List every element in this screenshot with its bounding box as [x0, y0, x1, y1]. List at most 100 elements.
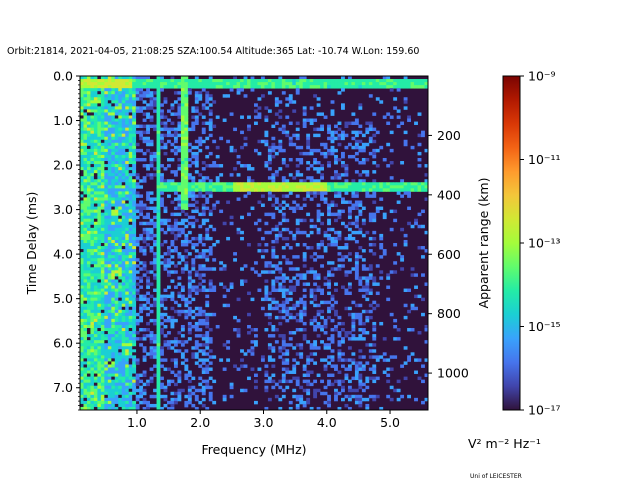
- heatmap-cell: [156, 258, 161, 262]
- heatmap-cell: [285, 361, 290, 365]
- heatmap-cell: [236, 182, 241, 186]
- heatmap-cell: [121, 361, 126, 365]
- heatmap-cell: [337, 82, 342, 86]
- heatmap-cell: [389, 188, 394, 192]
- heatmap-cell: [417, 164, 422, 168]
- heatmap-cell: [83, 273, 88, 277]
- heatmap-cell: [393, 209, 398, 214]
- heatmap-cell: [375, 264, 380, 268]
- heatmap-cell: [114, 106, 119, 110]
- heatmap-cell: [198, 194, 203, 198]
- heatmap-cell: [146, 76, 150, 80]
- heatmap-cell: [219, 182, 224, 186]
- heatmap-cell: [191, 197, 196, 201]
- heatmap-cell: [205, 258, 210, 262]
- heatmap-cell: [187, 373, 192, 377]
- heatmap-cell: [184, 154, 189, 159]
- heatmap-cell: [104, 185, 109, 189]
- heatmap-cell: [104, 300, 109, 305]
- heatmap-cell: [118, 97, 123, 101]
- heatmap-cell: [410, 79, 415, 83]
- heatmap-cell: [201, 288, 206, 292]
- heatmap-cell: [156, 191, 161, 195]
- heatmap-cell: [107, 264, 112, 268]
- heatmap-cell: [121, 130, 126, 135]
- heatmap-cell: [139, 157, 144, 162]
- heatmap-cell: [111, 139, 116, 144]
- heatmap-cell: [170, 85, 175, 89]
- heatmap-cell: [167, 130, 171, 135]
- heatmap-cell: [153, 224, 157, 229]
- heatmap-cell: [191, 179, 196, 183]
- heatmap-cell: [368, 94, 373, 98]
- heatmap-cell: [111, 340, 116, 344]
- heatmap-cell: [97, 218, 102, 223]
- heatmap-cell: [104, 79, 109, 83]
- heatmap-cell: [320, 82, 324, 86]
- heatmap-cell: [149, 142, 154, 147]
- heatmap-cell: [229, 385, 234, 390]
- heatmap-cell: [194, 194, 199, 198]
- heatmap-cell: [80, 218, 84, 223]
- heatmap-cell: [107, 209, 112, 214]
- heatmap-cell: [403, 142, 408, 147]
- heatmap-cell: [100, 340, 105, 344]
- heatmap-cell: [330, 182, 335, 186]
- heatmap-cell: [410, 188, 415, 192]
- heatmap-cell: [208, 312, 213, 317]
- heatmap-cell: [267, 297, 272, 302]
- heatmap-cell: [97, 294, 102, 299]
- heatmap-cell: [299, 397, 304, 402]
- heatmap-cell: [83, 297, 88, 302]
- heatmap-cell: [194, 306, 199, 311]
- heatmap-cell: [104, 400, 109, 405]
- heatmap-cell: [386, 85, 391, 89]
- heatmap-cell: [327, 315, 331, 320]
- heatmap-cell: [139, 246, 144, 250]
- heatmap-cell: [309, 358, 314, 362]
- heatmap-cell: [90, 197, 95, 201]
- heatmap-cell: [201, 212, 206, 217]
- heatmap-cell: [379, 206, 384, 210]
- heatmap-cell: [205, 79, 210, 83]
- heatmap-cell: [107, 100, 112, 104]
- heatmap-cell: [334, 243, 338, 247]
- heatmap-cell: [240, 79, 244, 83]
- heatmap-cell: [118, 227, 123, 232]
- heatmap-cell: [125, 167, 130, 171]
- heatmap-cell: [167, 249, 171, 253]
- heatmap-cell: [180, 94, 185, 98]
- heatmap-cell: [184, 151, 189, 156]
- heatmap-cell: [205, 300, 210, 305]
- heatmap-cell: [358, 328, 363, 332]
- heatmap-cell: [375, 206, 380, 210]
- heatmap-cell: [167, 261, 171, 265]
- heatmap-cell: [83, 109, 88, 113]
- heatmap-cell: [160, 179, 164, 183]
- right-tick-label: 1000: [437, 366, 469, 381]
- heatmap-cell: [135, 91, 140, 95]
- heatmap-cell: [125, 76, 130, 80]
- heatmap-cell: [358, 403, 363, 408]
- heatmap-cell: [86, 400, 91, 405]
- heatmap-cell: [114, 197, 119, 201]
- heatmap-cell: [153, 364, 157, 368]
- heatmap-cell: [93, 182, 98, 186]
- heatmap-cell: [302, 400, 307, 405]
- heatmap-cell: [396, 109, 401, 113]
- heatmap-cell: [86, 300, 91, 305]
- heatmap-cell: [86, 106, 91, 110]
- heatmap-cell: [410, 82, 415, 86]
- heatmap-cell: [80, 388, 84, 393]
- heatmap-cell: [257, 367, 262, 371]
- heatmap-cell: [358, 106, 363, 110]
- heatmap-cell: [107, 233, 112, 238]
- heatmap-cell: [170, 200, 175, 204]
- heatmap-cell: [337, 382, 342, 387]
- heatmap-cell: [292, 306, 297, 311]
- heatmap-cell: [86, 230, 91, 235]
- heatmap-cell: [254, 182, 258, 186]
- heatmap-cell: [93, 270, 98, 274]
- heatmap-cell: [372, 355, 377, 359]
